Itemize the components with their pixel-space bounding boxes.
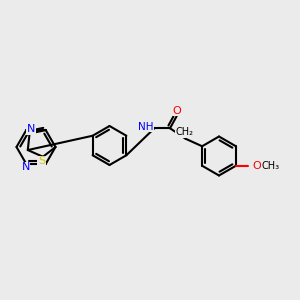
Text: N: N [22, 163, 30, 172]
Text: CH₂: CH₂ [175, 127, 193, 137]
Text: O: O [253, 161, 261, 171]
Text: O: O [173, 106, 182, 116]
Text: N: N [27, 124, 35, 134]
Text: CH₃: CH₃ [261, 161, 279, 171]
Text: S: S [38, 156, 45, 166]
Text: NH: NH [138, 122, 154, 132]
